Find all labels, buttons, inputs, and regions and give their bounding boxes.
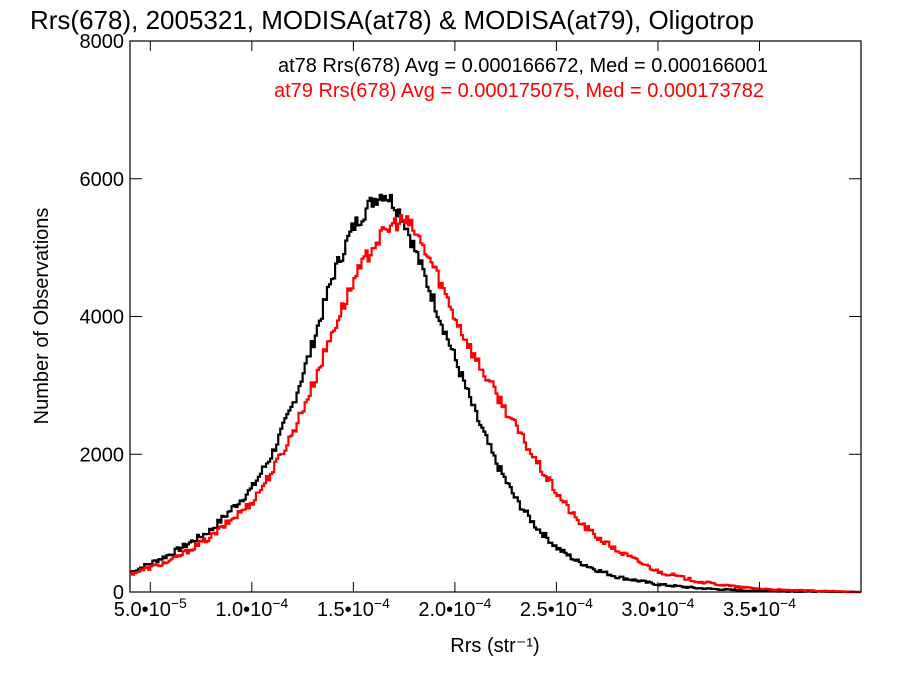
x-axis: 5.0•10−5 1.0•10−4 1.5•10−4 2.0•10−4 2.5•10−4… xyxy=(114,41,796,621)
y-tick-label: 4000 xyxy=(80,307,125,329)
legend-entry-at79: at79 Rrs(678) Avg = 0.000175075, Med = 0… xyxy=(274,80,764,102)
legend-entry-at78: at78 Rrs(678) Avg = 0.000166672, Med = 0… xyxy=(278,55,768,77)
histogram-series-at79 xyxy=(130,214,861,594)
x-tick-label: 1.0•10−4 xyxy=(215,595,288,621)
y-tick-label: 8000 xyxy=(80,31,125,53)
x-tick-label: 2.0•10−4 xyxy=(418,595,491,621)
plot-frame xyxy=(129,40,862,593)
x-tick-label: 2.5•10−4 xyxy=(520,595,593,621)
x-axis-label: Rrs (str⁻¹) xyxy=(450,635,539,657)
y-tick-label: 2000 xyxy=(80,444,125,466)
y-axis: 0 2000 4000 6000 8000 xyxy=(80,31,861,604)
y-tick-label: 0 xyxy=(113,582,124,604)
x-tick-label: 3.0•10−4 xyxy=(621,595,694,621)
x-tick-label: 5.0•10−5 xyxy=(114,595,187,621)
y-tick-label: 6000 xyxy=(80,169,125,191)
chart-title: Rrs(678), 2005321, MODISA(at78) & MODISA… xyxy=(30,5,754,35)
x-tick-label: 3.5•10−4 xyxy=(723,595,796,621)
histogram-series-at78 xyxy=(130,193,861,594)
x-tick-label: 1.5•10−4 xyxy=(317,595,390,621)
series-layer xyxy=(130,193,861,594)
y-axis-label: Number of Observations xyxy=(31,208,53,425)
